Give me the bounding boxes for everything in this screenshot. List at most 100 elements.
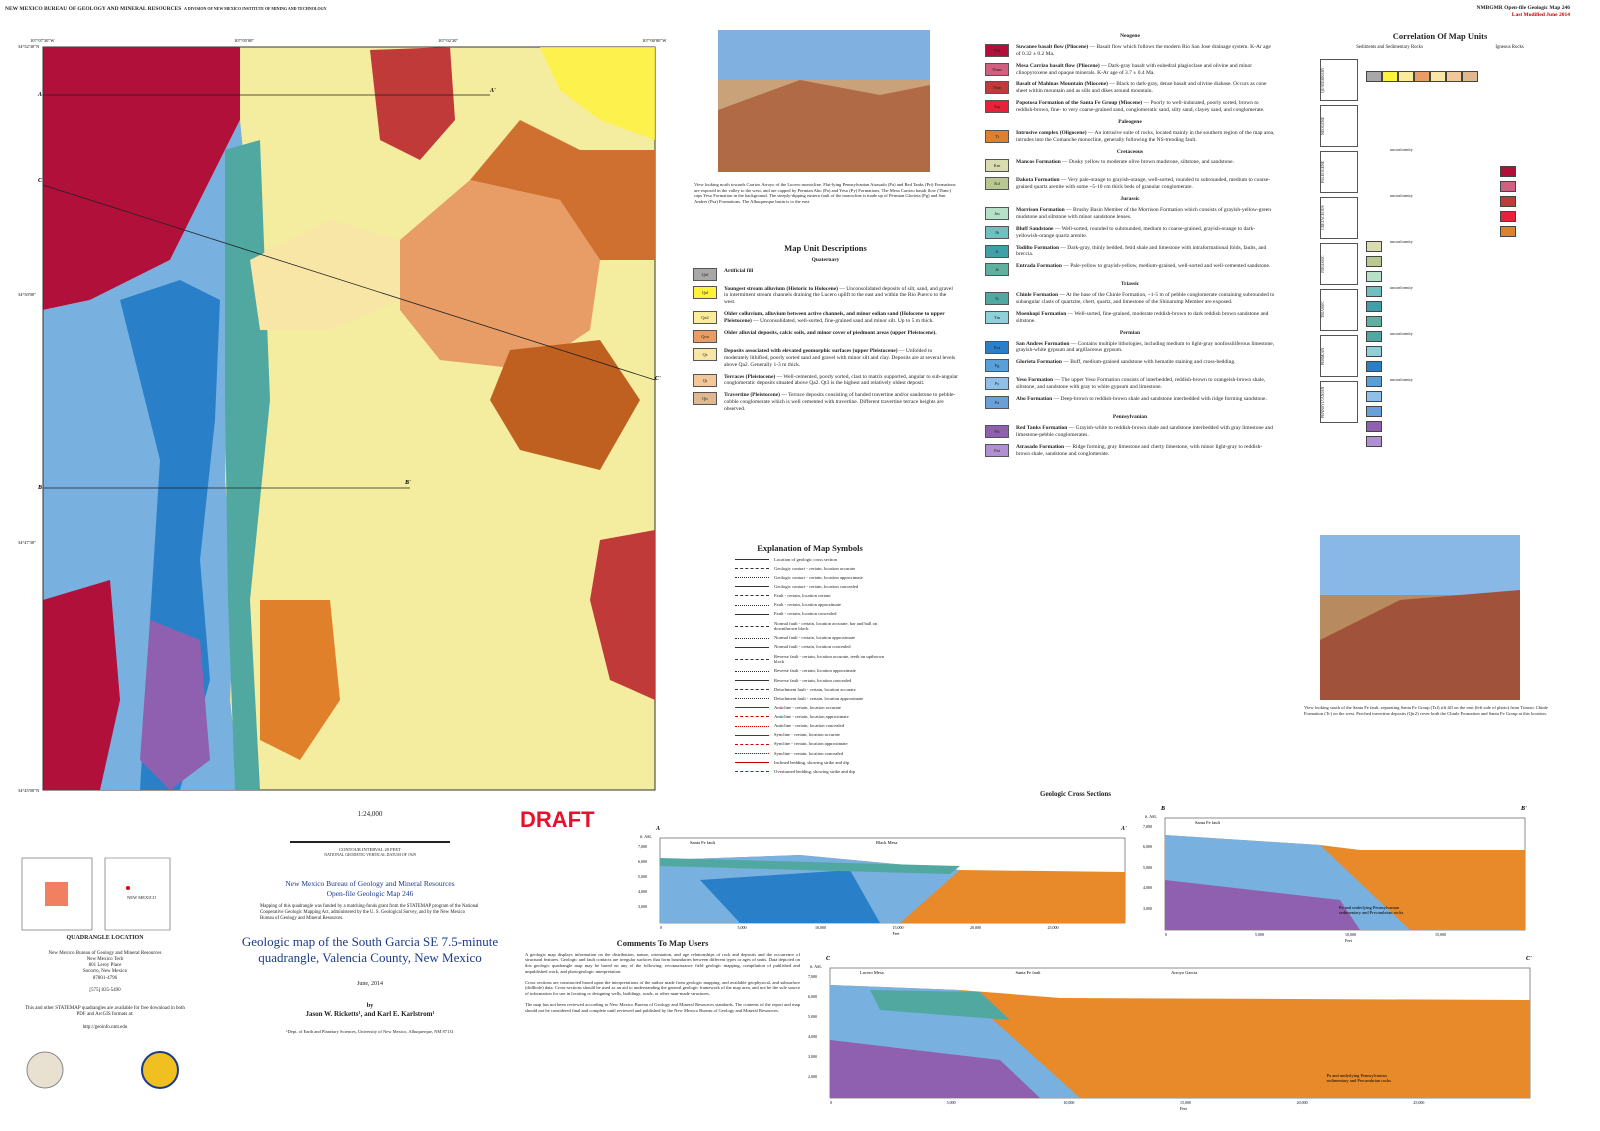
symbol-label: Inclined bedding, showing strike and dip [774, 759, 850, 765]
symbol-label: Reverse fault - certain, location approx… [774, 668, 856, 674]
unit-name: Morrison Formation [1016, 207, 1065, 213]
period-label: JURASSIC [1320, 242, 1358, 285]
header-right: NMBGMR Open-file Geologic Map 246 Last Mo… [1476, 5, 1571, 18]
symbol-row: Reverse fault - certain, location concea… [735, 678, 885, 684]
y-tick-label: 3,000 [808, 1054, 817, 1059]
correlation-box [1462, 70, 1478, 82]
comments: Comments To Map Users A geologic map disp… [525, 935, 800, 1018]
correlation-box [1366, 420, 1382, 432]
section-annotation: Santa Fe fault [1195, 820, 1220, 825]
unit-text: Deposits associated with elevated geomor… [724, 348, 958, 369]
address-line: New Mexico Tech [86, 956, 124, 962]
symbol-row: Normal fault - certain, location accurat… [735, 621, 885, 632]
y-tick-label: 3,000 [1143, 905, 1152, 911]
symbol-row: Fault - certain, location certain [735, 593, 885, 599]
state-label: NEW MEXICO [127, 895, 157, 900]
unit-desc: — Unfolded to moderately lithified, poor… [724, 347, 956, 368]
unit-desc: — Dusky yellow to moderate olive brown m… [1062, 159, 1234, 166]
unit-swatch: Tbm [985, 81, 1009, 95]
unit-period: Neogene [1120, 33, 1140, 39]
correlation-box [1366, 360, 1382, 372]
section-annotation: Pa and underlying Pennsylvanian sediment… [1326, 1073, 1392, 1083]
unit-name: Moenkopi Formation [1016, 310, 1067, 317]
geologic-map [42, 46, 656, 791]
axis-title: ft. ASL [1145, 814, 1157, 819]
state-outline [104, 857, 171, 931]
x-tick-label: 20,000 [970, 925, 981, 930]
axis-title: ft. ASL [640, 834, 652, 839]
symbol-row: Detachment fault - certain, location acc… [735, 687, 885, 693]
coord-label: 34°45'00"N [18, 788, 40, 793]
unconformity: unconformity [1390, 146, 1413, 152]
unit-swatch: Pa [985, 396, 1009, 409]
symbol-row: Overturned bedding, showing strike and d… [735, 769, 885, 775]
coord-label: 107°07'30"W [30, 38, 55, 43]
period-label: TRIASSIC [1320, 288, 1358, 331]
axis-title: Feet [1345, 938, 1352, 943]
symbol-label: Overturned bedding, showing strike and d… [774, 768, 855, 774]
unit-swatch: Tbs [985, 43, 1009, 57]
col-head: Igneous Rocks [1495, 44, 1524, 50]
unit-name: Terraces (Pleistocene) [724, 373, 776, 380]
unit-text: Abo Formation — Deep-brown to reddish-br… [1016, 396, 1275, 409]
unit-row: Je Entrada Formation — Pale-yellow to gra… [985, 263, 1275, 277]
unit-text: Chinle Formation — At the base of the Ch… [1016, 292, 1275, 306]
correlation-box [1500, 180, 1516, 192]
symbol-label: Anticline - certain, location accurate [774, 704, 841, 710]
coord-label: 107°02'30" [438, 38, 459, 43]
section-label: C [38, 178, 43, 184]
symbol-row: Fault - certain, location approximate [735, 602, 885, 608]
correlation-box [1366, 315, 1382, 327]
symbol-row: Location of geologic cross section [735, 557, 885, 563]
correlation-box [1366, 270, 1382, 282]
unit-swatch: Tc [985, 292, 1009, 306]
unit-row: Py Yeso Formation — The upper Yeso Format… [985, 377, 1275, 391]
unit-text: Older colluvium, alluvium between active… [724, 311, 958, 325]
x-tick-label: 5,000 [946, 1100, 956, 1105]
unit-swatch: Tsp [985, 100, 1009, 114]
section-annotation: Santa Fe fault [1015, 970, 1041, 975]
period-label: PERMIAN [1320, 334, 1358, 377]
unit-row: Pat Atrasado Formation — Ridge forming, g… [985, 443, 1275, 458]
symbol-label: Fault - certain, location concealed [774, 611, 837, 617]
unit-swatch: Qs [693, 347, 717, 361]
axis-title: Feet [1180, 1106, 1187, 1111]
unit-name: Yeso Formation [1016, 377, 1054, 384]
period-label: CRETACEOUS [1320, 196, 1358, 239]
correlation-box [1382, 70, 1398, 82]
correlation-box [1366, 70, 1382, 82]
symbol-label: Fault - certain, location certain [774, 593, 831, 599]
unit-desc: — At the base of the Chinle Formation, ~… [1016, 292, 1275, 305]
location-block: QUADRANGLE LOCATION New Mexico Bureau of… [20, 935, 190, 1031]
section-annotation: Black Mesa [876, 840, 898, 845]
correlation-box [1366, 390, 1382, 402]
symbol-label: Geologic contact - certain, location acc… [774, 565, 856, 571]
correlation-box [1366, 285, 1382, 297]
unit-name: Entrada Formation [1016, 263, 1062, 270]
unit-desc: — The upper Yeso Formation consists of i… [1016, 377, 1266, 391]
unit-name: Glorieta Formation [1016, 359, 1062, 366]
logo [26, 1051, 64, 1089]
symbol-label: Detachment fault - certain, location acc… [774, 686, 856, 692]
unit-text: Todilto Formation — Dark-gray, thinly be… [1016, 245, 1275, 259]
y-tick-label: 4,000 [638, 889, 647, 894]
section-annotation: Arroyo Garcia [1171, 970, 1198, 975]
symbol-label: Geologic contact - certain, location app… [774, 574, 863, 580]
symbol-row: Normal fault - certain, location approxi… [735, 635, 885, 641]
symbol-label: Fault - certain, location approximate [774, 602, 841, 608]
unit-row: Qaf Artificial fill [693, 267, 958, 281]
unit-swatch: Qt [693, 373, 717, 387]
unit-name: Travertine (Pleistocene) [724, 392, 780, 399]
y-tick-label: 3,000 [638, 904, 647, 909]
x-tick-label: 0 [1165, 932, 1167, 937]
unit-swatch: Qal [693, 285, 717, 299]
x-tick-label: 20,000 [1296, 1100, 1308, 1105]
unit-swatch: Qoa [693, 329, 717, 343]
unit-desc: — Black to dark-gray, dense basalt and o… [1016, 81, 1267, 95]
units-title: Map Unit Descriptions [784, 243, 867, 253]
unit-desc: — Deep-brown to reddish-brown shale and … [1053, 396, 1267, 402]
symbol-label: Syncline - certain, location approximate [774, 741, 848, 747]
correlation-box [1366, 255, 1382, 267]
unit-period: Paleogene [1118, 118, 1142, 125]
